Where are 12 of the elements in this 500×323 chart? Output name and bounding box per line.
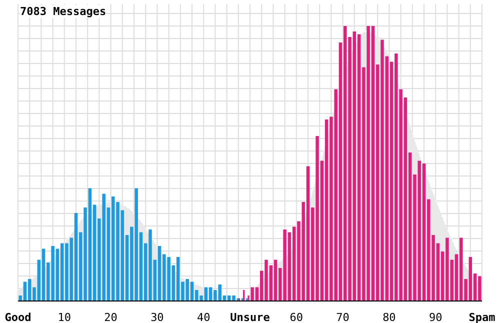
x-tick-label: 80 — [382, 311, 396, 323]
x-tick-label: 40 — [196, 311, 210, 323]
x-tick-label: 70 — [336, 311, 350, 323]
chart-title: 7083 Messages — [20, 5, 106, 18]
x-tick-label: 10 — [58, 311, 72, 323]
x-tick-label: 90 — [428, 311, 442, 323]
x-tick-label: 60 — [290, 311, 304, 323]
x-tick-label: Unsure — [230, 311, 270, 323]
x-tick-label: 30 — [150, 311, 164, 323]
x-tick-label: Good — [4, 311, 32, 323]
x-tick-label: Spam — [468, 311, 496, 323]
x-tick-label: 20 — [104, 311, 118, 323]
